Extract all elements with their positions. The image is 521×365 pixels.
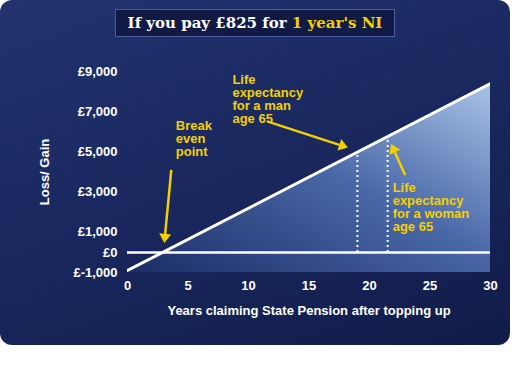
svg-text:Lifeexpectancyfor a womanage 6: Lifeexpectancyfor a womanage 65 <box>393 180 470 234</box>
svg-text:Breakevenpoint: Breakevenpoint <box>176 118 213 159</box>
svg-text:£3,000: £3,000 <box>78 184 118 199</box>
svg-text:15: 15 <box>302 278 316 293</box>
svg-text:5: 5 <box>184 278 191 293</box>
svg-text:10: 10 <box>241 278 255 293</box>
svg-text:£7,000: £7,000 <box>78 104 118 119</box>
svg-text:Lifeexpectancyfor a manage 65: Lifeexpectancyfor a manage 65 <box>232 72 304 126</box>
svg-text:0: 0 <box>124 278 131 293</box>
svg-text:£1,000: £1,000 <box>78 224 118 239</box>
html-text:If you pay £825 for 1 year's N: If you pay £825 for 1 year's NI <box>127 14 383 32</box>
svg-text:£9,000: £9,000 <box>78 64 118 79</box>
svg-text:Years claiming State Pension a: Years claiming State Pension after toppi… <box>167 303 450 318</box>
svg-text:£-1,000: £-1,000 <box>73 265 117 280</box>
svg-text:20: 20 <box>362 278 376 293</box>
svg-text:25: 25 <box>423 278 437 293</box>
svg-text:£0: £0 <box>103 245 117 260</box>
svg-text:30: 30 <box>483 278 497 293</box>
svg-text:£5,000: £5,000 <box>78 144 118 159</box>
svg-text:Loss/ Gain: Loss/ Gain <box>37 139 52 206</box>
